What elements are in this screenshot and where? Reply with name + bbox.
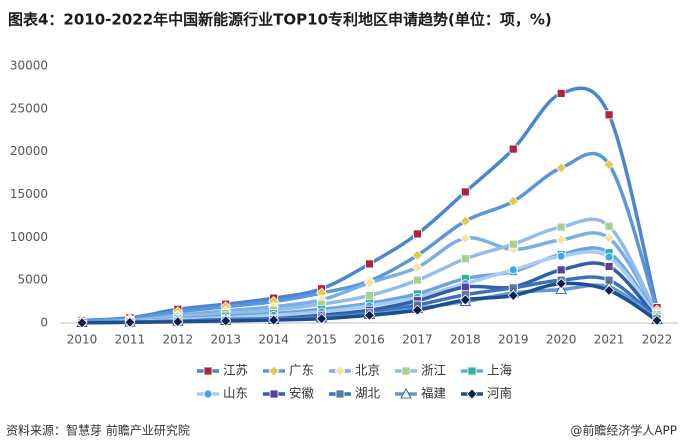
marker — [603, 284, 615, 297]
marker — [411, 261, 423, 273]
marker — [124, 316, 136, 328]
marker — [556, 222, 566, 232]
marker — [467, 366, 477, 376]
marker — [413, 229, 422, 239]
marker — [365, 259, 374, 269]
y-tick-label: 25000 — [10, 101, 48, 115]
marker — [604, 221, 614, 231]
chart-title: 图表4：2010-2022年中国新能源行业TOP10专利地区申请趋势(单位：项，… — [8, 11, 552, 29]
marker — [411, 249, 423, 261]
legend-label: 北京 — [355, 363, 380, 378]
y-tick-label: 15000 — [10, 187, 48, 201]
legend-label: 江苏 — [223, 363, 248, 378]
marker — [363, 277, 376, 289]
marker — [203, 389, 213, 399]
marker — [413, 275, 422, 285]
legend-label: 浙江 — [421, 363, 446, 378]
y-tick-label: 20000 — [10, 144, 48, 158]
legend-label: 上海 — [487, 363, 513, 378]
marker — [555, 234, 567, 246]
source: 资料来源：智慧芽 前瞻产业研究院 — [6, 423, 190, 438]
marker — [268, 365, 280, 377]
marker — [508, 144, 518, 154]
y-tick-label: 10000 — [10, 230, 48, 244]
marker — [365, 291, 374, 300]
x-tick-label: 2013 — [210, 333, 241, 347]
y-tick-label: 30000 — [10, 59, 48, 73]
marker — [269, 389, 279, 399]
marker — [556, 251, 566, 261]
marker — [460, 187, 470, 197]
marker — [555, 162, 567, 174]
marker — [172, 316, 184, 328]
legend-label: 山东 — [223, 386, 248, 401]
x-tick-label: 2022 — [642, 333, 673, 347]
x-tick-label: 2010 — [67, 333, 98, 347]
marker — [508, 239, 518, 249]
marker — [460, 254, 470, 264]
marker — [400, 388, 412, 399]
marker — [316, 313, 328, 325]
marker — [507, 195, 519, 207]
marker — [508, 265, 518, 275]
marker — [459, 232, 471, 244]
x-tick-label: 2012 — [163, 333, 194, 347]
x-tick-label: 2017 — [402, 333, 433, 347]
marker — [651, 314, 663, 326]
legend-label: 湖北 — [355, 386, 381, 401]
x-tick-label: 2020 — [546, 333, 577, 347]
marker — [459, 294, 471, 306]
marker — [334, 365, 346, 377]
legend-label: 广东 — [289, 363, 314, 378]
marker — [604, 252, 614, 262]
x-tick-label: 2021 — [594, 333, 625, 347]
marker — [363, 309, 376, 321]
marker — [401, 366, 411, 376]
marker — [555, 278, 567, 290]
x-tick-label: 2018 — [450, 333, 481, 347]
marker — [556, 89, 566, 98]
legend-label: 河南 — [487, 386, 512, 401]
y-tick-label: 0 — [40, 316, 48, 330]
marker — [76, 317, 88, 329]
x-tick-label: 2016 — [354, 333, 385, 347]
x-tick-label: 2011 — [115, 333, 146, 347]
marker — [203, 366, 213, 376]
marker — [603, 158, 615, 171]
marker — [268, 314, 280, 326]
legend-label: 安徽 — [289, 386, 315, 401]
marker — [335, 389, 345, 399]
marker — [603, 232, 615, 244]
marker — [604, 110, 614, 120]
x-tick-label: 2015 — [306, 333, 337, 347]
y-tick-label: 5000 — [17, 273, 48, 287]
marker — [507, 290, 519, 302]
marker — [604, 262, 614, 271]
marker — [460, 282, 470, 292]
marker — [411, 304, 423, 316]
credit: @前瞻经济学人APP — [570, 423, 677, 438]
marker — [556, 265, 566, 275]
legend-label: 福建 — [421, 386, 447, 401]
marker — [466, 388, 478, 400]
x-tick-label: 2014 — [258, 333, 289, 347]
marker — [459, 215, 471, 227]
x-tick-label: 2019 — [498, 333, 529, 347]
marker — [220, 315, 232, 327]
